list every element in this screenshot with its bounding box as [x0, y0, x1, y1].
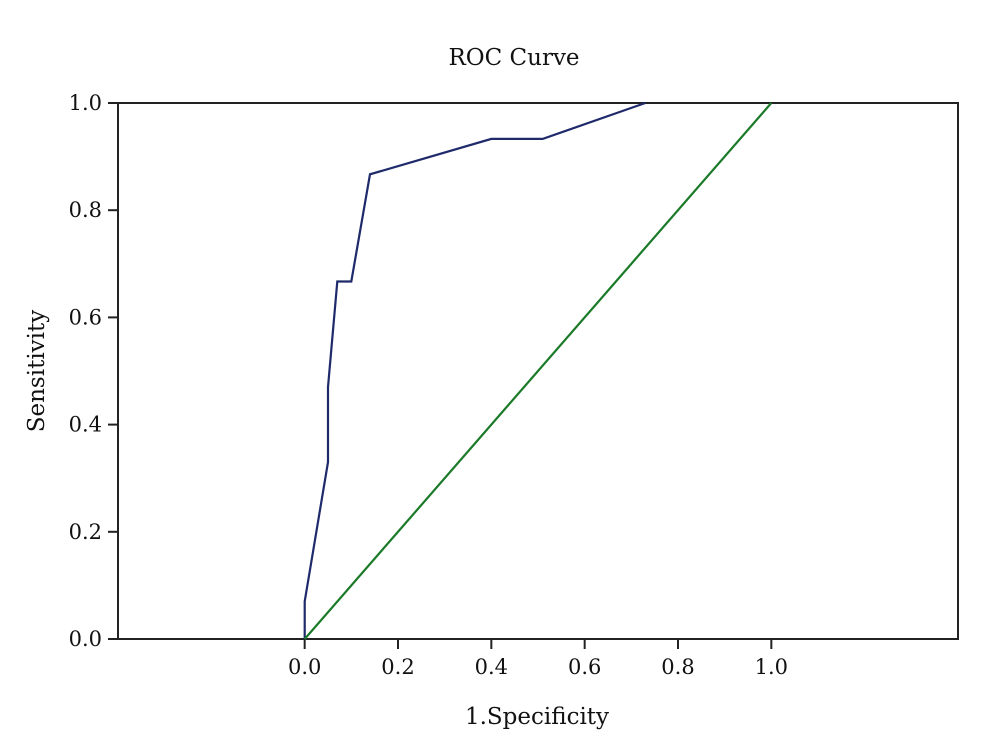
x-tick-label: 0.0	[288, 655, 321, 679]
y-tick-label: 0.2	[69, 520, 102, 544]
x-tick-label: 1.0	[755, 655, 788, 679]
x-tick-label: 0.2	[381, 655, 414, 679]
x-tick-label: 0.4	[475, 655, 508, 679]
roc-curve-line	[303, 101, 646, 639]
y-axis-label: Sensitivity	[24, 310, 50, 433]
x-axis-label: 1.Specificity	[465, 704, 609, 730]
x-tick-label: 0.6	[568, 655, 601, 679]
plot-frame	[117, 102, 959, 640]
y-tick-label: 1.0	[69, 91, 102, 115]
reference-diagonal-line	[303, 102, 773, 640]
y-tick-label: 0.6	[69, 305, 102, 329]
y-tick-label: 0.8	[69, 198, 102, 222]
plot-area: 0.0 0.2 0.4 0.6 0.8 1.0 0.0 0.2 0.4 0.6 0.8 1.0	[69, 91, 959, 679]
chart-title: ROC Curve	[448, 45, 579, 71]
y-tick-label: 0.0	[69, 627, 102, 651]
x-tick-label: 0.8	[661, 655, 694, 679]
y-tick-label: 0.4	[69, 413, 102, 437]
